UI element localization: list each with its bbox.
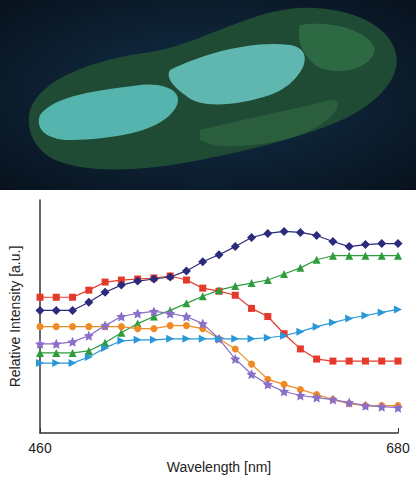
svg-text:460: 460: [28, 440, 52, 456]
svg-text:Wavelength [nm]: Wavelength [nm]: [167, 459, 272, 475]
svg-text:680: 680: [386, 440, 410, 456]
svg-text:Relative Intensity [a.u.]: Relative Intensity [a.u.]: [7, 246, 23, 388]
